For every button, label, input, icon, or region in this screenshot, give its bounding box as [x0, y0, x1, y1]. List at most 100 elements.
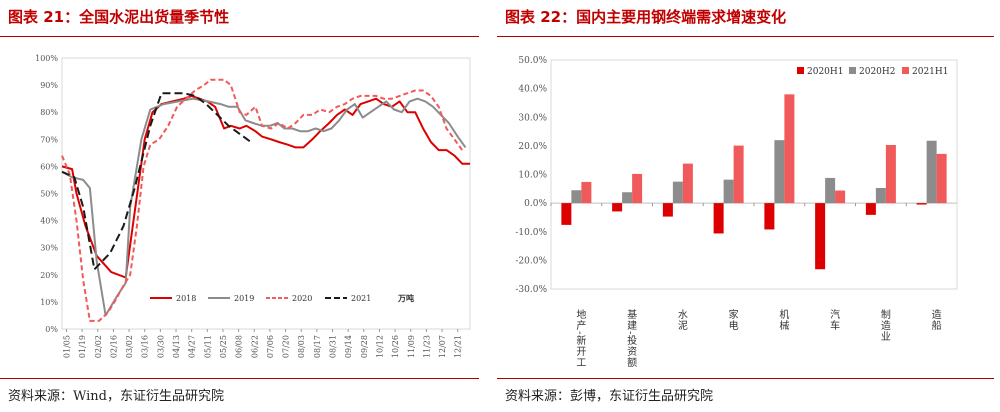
x-tick-label: 01/19	[78, 335, 87, 358]
y-tick-label: 30%	[40, 244, 58, 253]
y-tick-label: -10.0%	[515, 228, 547, 238]
y-tick-label: 0%	[45, 325, 58, 334]
bar-2020H1	[865, 203, 876, 215]
figure-21-source: 资料来源：Wind，东证衍生品研究院	[8, 389, 224, 404]
y-tick-label: 100%	[35, 54, 58, 63]
bar-2021H1	[936, 153, 947, 204]
legend-label-2019: 2019	[234, 294, 254, 303]
x-category-label: 地产-新开工	[574, 308, 586, 369]
bar-2020H2	[622, 192, 633, 204]
bar-2020H1	[561, 203, 572, 225]
x-tick-label: 09/28	[360, 335, 369, 358]
x-category-label: 造船	[929, 308, 941, 331]
y-tick-label: 60%	[40, 162, 58, 171]
y-tick-label: 20.0%	[518, 142, 547, 152]
figure-22-top-rule	[497, 36, 994, 37]
x-tick-label: 06/22	[250, 335, 259, 358]
bar-2021H1	[581, 181, 592, 204]
x-tick-label: 04/13	[172, 335, 181, 358]
figure-21-title: 图表 21：全国水泥出货量季节性	[8, 8, 230, 26]
bar-2020H1	[916, 203, 927, 205]
legend-label-2021: 2021	[351, 294, 371, 303]
steel-demand-bar-chart: -30.0% -20.0% -10.0% 0.0% 10.0% 20.0% 30.0% 40.…	[515, 56, 958, 369]
y-tick-label: -30.0%	[515, 285, 547, 295]
legend-swatch-2021H1	[902, 67, 909, 74]
y-tick-label: 40%	[40, 217, 58, 226]
bar-2021H1	[682, 163, 693, 204]
x-tick-label: 11/09	[407, 335, 416, 358]
bar-2020H1	[662, 203, 673, 217]
figure-21-panel: 图表 21：全国水泥出货量季节性 0% 10% 20% 30% 40% 50% 60% 70%…	[0, 0, 485, 412]
figure-22-bottom-rule	[497, 378, 994, 379]
x-category-label: 水泥	[675, 309, 687, 331]
legend-swatch-2020H1	[797, 67, 804, 74]
x-tick-label: 03/16	[141, 335, 150, 358]
x-tick-label: 01/05	[62, 335, 71, 358]
bar-2020H2	[825, 177, 836, 204]
plot-area-frame	[550, 59, 958, 290]
bar-2020H1	[713, 203, 724, 234]
x-tick-label: 07/06	[266, 335, 275, 358]
y-tick-label: -20.0%	[515, 256, 547, 266]
legend-swatch-2020H2	[849, 67, 856, 74]
figure-22-title: 图表 22：国内主要用钢终端需求增速变化	[505, 8, 787, 26]
series-line-2019	[61, 97, 467, 317]
x-category-label: 制造业	[878, 308, 890, 342]
series-line-2018	[61, 94, 470, 279]
bar-2020H2	[571, 190, 582, 204]
legend-label-2020H2: 2020H2	[859, 67, 895, 77]
x-tick-label: 09/14	[344, 335, 353, 358]
bar-2020H2	[926, 140, 937, 204]
legend-label-2021H1: 2021H1	[912, 67, 948, 77]
x-category-label: 家电	[726, 308, 738, 331]
legend-label-2018: 2018	[176, 294, 196, 303]
x-tick-label: 05/25	[219, 335, 228, 358]
y-tick-label: 40.0%	[518, 85, 547, 95]
x-tick-label: 05/11	[203, 335, 212, 358]
figure-21-top-rule	[0, 36, 479, 37]
series-line-2021	[61, 92, 252, 271]
figure-21-bottom-rule	[0, 378, 479, 379]
x-tick-label: 08/31	[329, 335, 338, 358]
bar-2020H1	[815, 203, 826, 270]
x-tick-label: 12/21	[454, 335, 463, 358]
bar-2021H1	[835, 190, 846, 204]
x-tick-label: 10/12	[375, 335, 384, 358]
x-tick-label: 07/20	[282, 335, 291, 358]
legend-label-2020H1: 2020H1	[807, 67, 843, 77]
plot-area-frame	[61, 57, 471, 330]
bar-2021H1	[632, 173, 643, 204]
bar-2020H2	[774, 140, 785, 204]
x-tick-label: 02/02	[94, 335, 103, 358]
figure-22-panel: 图表 22：国内主要用钢终端需求增速变化 -30.0% -20.0% -10.0% 0…	[497, 0, 1000, 412]
y-tick-label: 0.0%	[524, 199, 547, 209]
legend-label-2020: 2020	[292, 294, 312, 303]
y-tick-label: 20%	[40, 271, 58, 280]
y-tick-label: 10%	[40, 298, 58, 307]
y-tick-label: 10.0%	[518, 171, 547, 181]
cement-seasonality-line-chart: 0% 10% 20% 30% 40% 50% 60% 70% 80% 90% 100% 01/05 01…	[35, 54, 471, 358]
y-tick-label: 90%	[40, 81, 58, 90]
x-tick-label: 04/27	[188, 335, 197, 358]
x-category-label: 基建-投资额	[625, 308, 637, 369]
x-tick-label: 03/30	[156, 335, 165, 358]
x-category-label: 机械	[777, 308, 789, 331]
x-tick-label: 08/03	[297, 335, 306, 358]
y-tick-label: 70%	[40, 135, 58, 144]
bar-2021H1	[784, 94, 795, 204]
y-tick-label: 80%	[40, 108, 58, 117]
y-tick-label: 50.0%	[518, 56, 547, 66]
y-tick-label: 50%	[40, 190, 58, 199]
figure-22-source: 资料来源：彭博，东证衍生品研究院	[505, 389, 714, 404]
bar-2020H2	[875, 187, 886, 204]
bar-2020H2	[723, 179, 734, 204]
x-category-label: 汽车	[828, 308, 840, 331]
x-tick-label: 03/02	[125, 335, 134, 358]
bar-2020H1	[612, 203, 623, 212]
series-line-2020	[61, 78, 464, 322]
x-tick-label: 08/17	[313, 335, 322, 358]
bar-2021H1	[885, 145, 896, 204]
x-tick-label: 11/23	[422, 335, 431, 358]
unit-label: 万吨	[397, 293, 414, 303]
x-tick-label: 02/16	[109, 335, 118, 358]
